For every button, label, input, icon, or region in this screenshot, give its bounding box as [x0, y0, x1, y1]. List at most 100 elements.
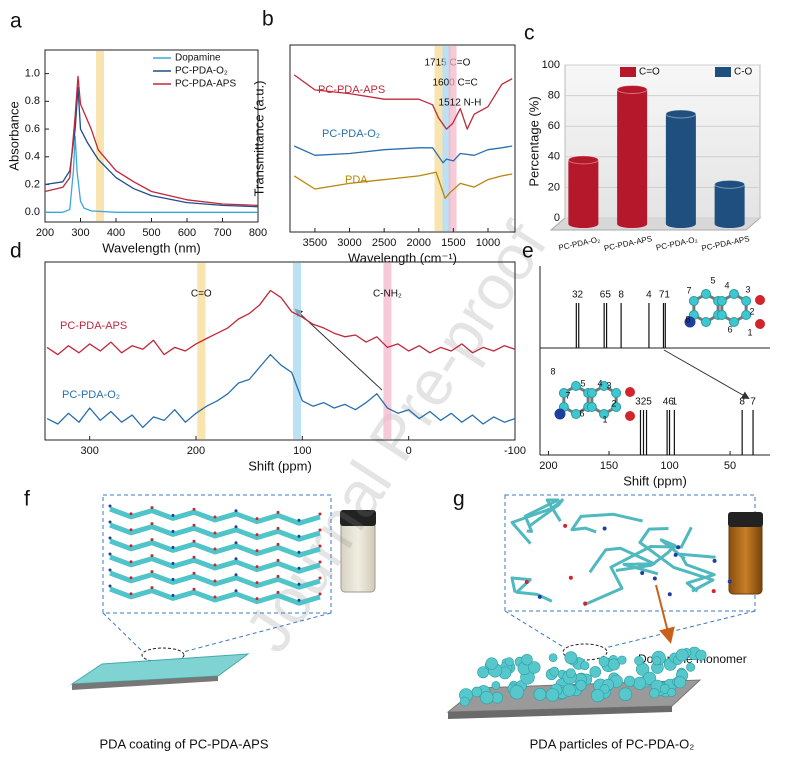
atom: [599, 409, 609, 419]
atom: [213, 579, 217, 583]
molecular-chain: [638, 527, 715, 593]
molecular-chain: [510, 498, 564, 545]
zoom-line: [504, 610, 566, 649]
atom: [255, 517, 259, 521]
particle: [618, 687, 633, 701]
y-tick-label: 0.4: [25, 151, 40, 163]
atom: [129, 528, 133, 532]
y-tick-label: 80: [548, 90, 560, 102]
atom: [716, 310, 727, 320]
caption: PDA particles of PC-PDA-O₂: [530, 736, 695, 751]
series-label: PC-PDA-APS: [318, 84, 385, 96]
atom: [297, 582, 301, 586]
series-label: PC-PDA-O₂: [62, 389, 120, 401]
particle: [598, 656, 610, 667]
annotation: C-NH₂: [373, 289, 402, 300]
molecular-chain: [583, 526, 693, 607]
panel-letter: g: [453, 488, 465, 511]
atom-label: 8: [550, 366, 555, 376]
plot-frame: [44, 261, 516, 441]
series-line: [293, 74, 513, 130]
pointer-arrow: [655, 584, 675, 644]
peak-label: 1: [672, 397, 678, 408]
zoom-line: [182, 612, 332, 653]
highlight-band: [442, 46, 451, 231]
particle: [667, 687, 677, 697]
atom: [129, 512, 133, 516]
panel-letter: b: [262, 8, 274, 31]
atom: [318, 592, 322, 596]
peak-label: 8: [618, 290, 624, 301]
bar-base: [665, 220, 696, 228]
particle: [564, 651, 578, 665]
y-tick-label: 100: [542, 59, 560, 71]
atom: [171, 545, 175, 549]
x-tick-label: 400: [107, 227, 125, 239]
legend-label: PC-PDA-APS: [175, 79, 236, 90]
atom: [171, 561, 175, 565]
atom: [129, 544, 133, 548]
atom: [611, 402, 622, 412]
particle: [575, 679, 587, 691]
atom: [599, 381, 609, 391]
y-tick-label: 0.2: [25, 178, 40, 190]
particle: [549, 666, 560, 677]
atom: [171, 577, 175, 581]
molecular-sheet: [109, 554, 321, 574]
particle: [562, 683, 576, 697]
molecular-sheet: [109, 522, 321, 542]
particle: [491, 681, 501, 690]
atom-oxygen: [755, 319, 765, 329]
atom: [213, 595, 217, 599]
molecular-chain: [510, 576, 553, 603]
y-axis-label: Transmittance (a.u.): [251, 81, 266, 197]
atom-nitrogen: [684, 316, 696, 328]
particle: [634, 655, 644, 666]
x-tick-label: 150: [600, 460, 618, 472]
atom: [673, 552, 678, 557]
peak-label: 8: [739, 397, 745, 408]
atom: [688, 296, 699, 306]
highlight-band: [96, 51, 105, 221]
atom: [192, 571, 196, 575]
shift-arrow: [663, 349, 750, 399]
atom: [192, 587, 196, 591]
atom: [108, 568, 112, 572]
vial-cap: [340, 510, 376, 526]
x-tick-label: 300: [71, 227, 89, 239]
zoom-line: [102, 612, 144, 653]
y-tick-label: 0.6: [25, 123, 40, 135]
particle: [504, 657, 514, 667]
atom: [640, 570, 645, 575]
atom-nitrogen: [554, 408, 566, 420]
x-tick-label: 3000: [337, 237, 361, 249]
particle: [623, 675, 636, 687]
molecular-chain: [570, 512, 643, 534]
atom: [192, 539, 196, 543]
atom: [571, 409, 581, 419]
x-axis-label: Wavelength (cm⁻¹): [348, 250, 457, 265]
series-line: [293, 145, 513, 164]
atom-label: 3: [745, 284, 750, 294]
atom: [255, 581, 259, 585]
atom-label: 5: [710, 275, 715, 285]
annotation: 1512 N-H: [439, 98, 482, 109]
x-tick-label: PC-PDA-APS: [701, 234, 751, 253]
atom: [318, 528, 322, 532]
atom: [150, 522, 154, 526]
atom: [276, 558, 280, 562]
atom-label: 4: [597, 378, 602, 388]
particle: [545, 688, 560, 702]
bar-base: [568, 220, 599, 228]
atom-label: 7: [686, 285, 691, 295]
atom: [171, 529, 175, 533]
x-axis-label: Shift (ppm): [248, 458, 312, 473]
atom-label: 6: [727, 324, 732, 334]
series-line: [44, 86, 259, 208]
highlight-band: [434, 46, 443, 231]
y-axis-label: Absorbance: [6, 101, 21, 170]
atom-label: 4: [724, 280, 729, 290]
particle: [471, 686, 483, 698]
x-tick-label: 500: [142, 227, 160, 239]
vial: [728, 521, 763, 595]
